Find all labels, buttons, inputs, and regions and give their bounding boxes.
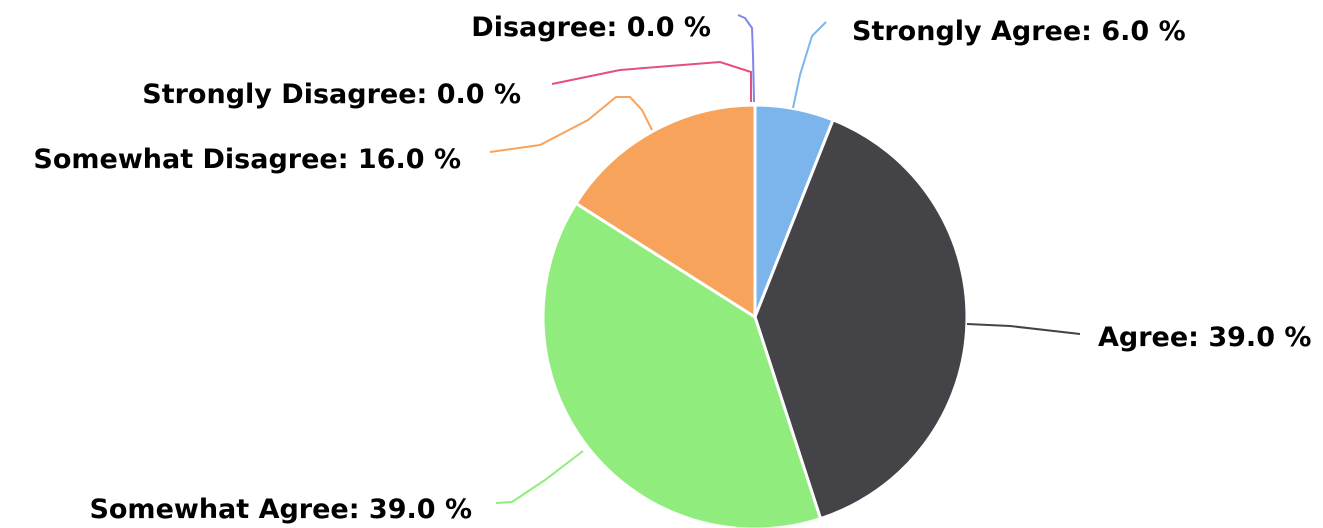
data-label-disagree: Disagree: 0.0 %: [471, 12, 711, 43]
data-label-agree: Agree: 39.0 %: [1098, 322, 1311, 353]
pie-slice-somewhat-agree[interactable]: [541, 201, 823, 528]
data-labels: Strongly Agree: 6.0 % Agree: 39.0 % Somewh…: [33, 12, 1311, 525]
data-label-somewhat-disagree: Somewhat Disagree: 16.0 %: [33, 144, 461, 175]
connector-strongly-disagree: [551, 60, 752, 102]
data-label-somewhat-agree: Somewhat Agree: 39.0 %: [89, 494, 472, 525]
connector-somewhat-disagree: [489, 96, 653, 153]
data-label-strongly-agree: Strongly Agree: 6.0 %: [852, 16, 1186, 47]
data-label-strongly-disagree: Strongly Disagree: 0.0 %: [142, 79, 521, 110]
connector-somewhat-agree: [495, 450, 584, 504]
connector-agree: [966, 323, 1081, 335]
label-connectors: [489, 14, 1081, 504]
connector-strongly-agree: [792, 21, 827, 109]
pie-slice-agree[interactable]: [753, 118, 969, 521]
pie-slice-somewhat-disagree[interactable]: [574, 103, 757, 319]
pie-slices: [541, 103, 969, 528]
connector-disagree: [737, 14, 755, 103]
